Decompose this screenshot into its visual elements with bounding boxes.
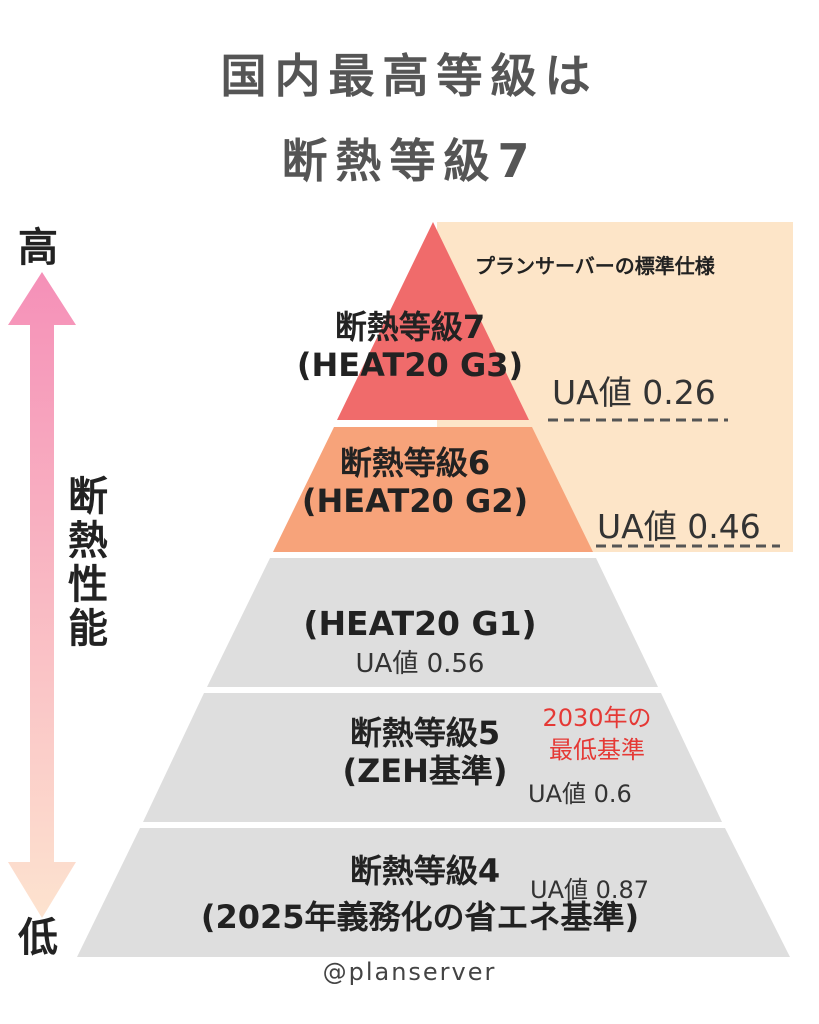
page-title-line1: 国内最高等級は — [220, 49, 599, 103]
tier-grade5 — [143, 693, 722, 822]
tier-grade4-ua: UA値 0.87 — [530, 876, 650, 904]
tier-grade7-sub: (HEAT20 G3) — [296, 346, 524, 385]
tier-heat20-g1 — [207, 558, 658, 687]
axis-title: 断熱性能 — [68, 474, 108, 652]
tier-grade6-ua: UA値 0.46 — [597, 507, 761, 546]
tier-grade6-text: 断熱等級6 (HEAT20 G2) — [250, 444, 580, 521]
tier-grade7-name: 断熱等級7 — [334, 308, 486, 346]
watermark: @planserver — [322, 958, 497, 986]
tier-grade7 — [337, 222, 529, 420]
tier-grade5-sub: (ZEH基準) — [342, 752, 508, 791]
tier-heat20-g1-ua: UA値 0.56 — [355, 649, 485, 679]
tier-grade4-name: 断熱等級4 — [349, 852, 501, 890]
tier-grade4-sub: (2025年義務化の省エネ基準) — [200, 898, 640, 936]
tier-grade7-ua: UA値 0.26 — [552, 373, 716, 412]
tier-grade5-note-line1: 2030年の — [542, 704, 652, 732]
axis-low-label: 低 — [18, 915, 58, 961]
tier-grade6-sub: (HEAT20 G2) — [301, 482, 529, 521]
tier-heat20-g1-sub: (HEAT20 G1) — [303, 604, 537, 643]
tier-grade5-note: 2030年の 最低基準 — [532, 702, 662, 767]
axis-high-label: 高 — [18, 225, 58, 271]
tier-grade5-name: 断熱等級5 — [349, 714, 501, 752]
tier-grade6-name: 断熱等級6 — [339, 444, 491, 482]
tier-grade5-ua: UA値 0.6 — [528, 780, 632, 808]
page-title-line2: 断熱等級7 — [281, 134, 538, 188]
tier-grade5-text: 断熱等級5 (ZEH基準) — [300, 714, 550, 791]
tier-grade4 — [77, 828, 790, 957]
tier-grade5-note-line2: 最低基準 — [549, 736, 645, 765]
performance-double-arrow-icon — [8, 272, 76, 918]
tier-grade7-text: 断熱等級7 (HEAT20 G3) — [290, 308, 530, 385]
standard-spec-label: プランサーバーの標準仕様 — [475, 254, 715, 278]
tier-grade6 — [273, 427, 593, 552]
